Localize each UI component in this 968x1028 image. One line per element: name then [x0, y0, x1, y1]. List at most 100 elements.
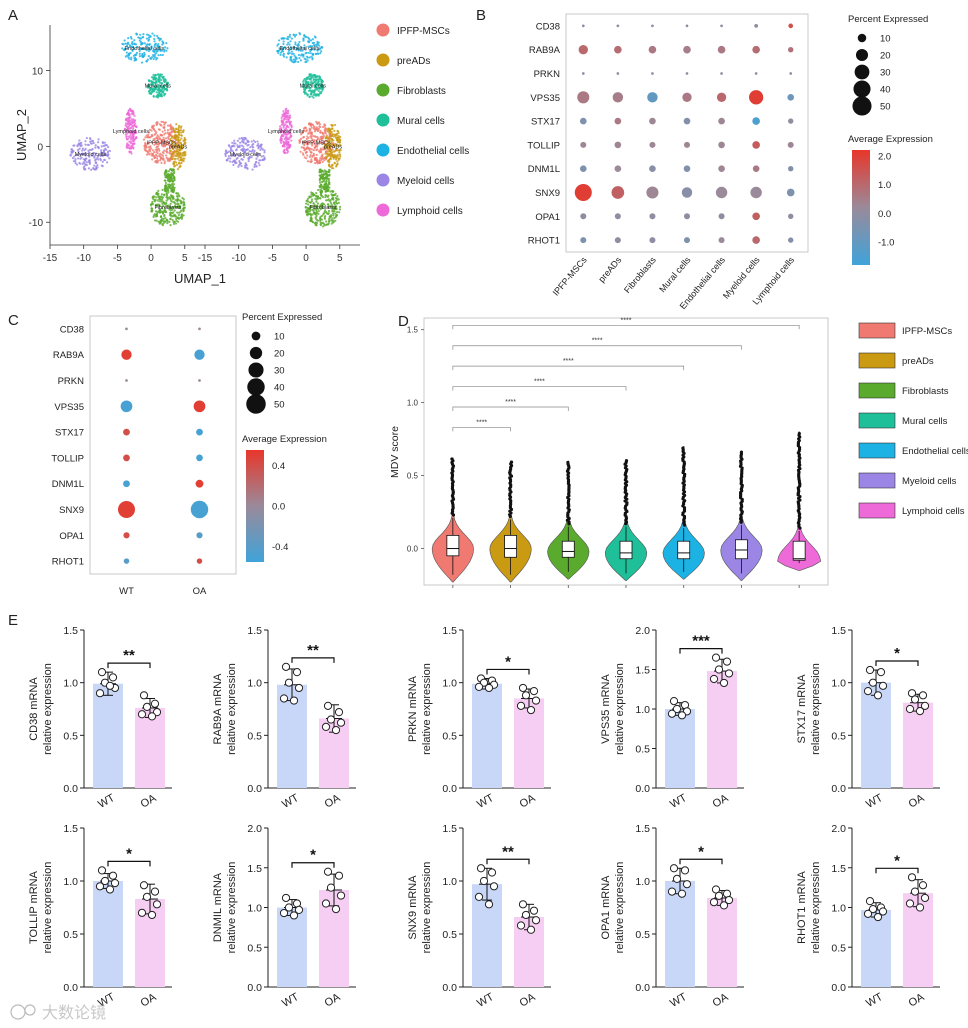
- umap-cell-point: [296, 60, 300, 64]
- data-point: [334, 708, 344, 717]
- umap-cell-point: [308, 149, 311, 152]
- umap-cell-point: [153, 51, 156, 54]
- umap-cell-point: [149, 35, 152, 38]
- umap-cell-point: [326, 177, 330, 180]
- umap-cell-point: [161, 40, 164, 43]
- umap-cell-point: [171, 206, 174, 209]
- umap-cell-point: [164, 203, 167, 206]
- umap-cell-point: [256, 140, 259, 143]
- umap-cell-point: [316, 135, 319, 139]
- y-axis-title: RHOT1 mRNA: [796, 870, 808, 943]
- umap-cell-point: [316, 162, 319, 165]
- umap-cell-point: [146, 45, 149, 48]
- data-point: [915, 903, 925, 912]
- umap-cell-point: [93, 152, 96, 155]
- data-point: [326, 883, 336, 892]
- umap-cell-point: [149, 57, 153, 61]
- umap-cell-point: [336, 136, 340, 139]
- umap-cell-point: [170, 156, 173, 159]
- umap-cell-point: [87, 151, 91, 154]
- umap-cell-point: [330, 222, 333, 225]
- umap-cell-point: [175, 163, 179, 166]
- x-tick-label: -5: [113, 253, 122, 264]
- dot-mark: [580, 141, 587, 148]
- umap-cell-point: [105, 161, 109, 164]
- umap-cell-point: [162, 126, 165, 129]
- umap-cell-point: [324, 194, 327, 197]
- umap-cell-point: [160, 124, 163, 127]
- dot-mark: [720, 72, 723, 75]
- umap-cell-point: [308, 131, 311, 134]
- umap-cell-point: [70, 148, 73, 151]
- umap-cell-point: [154, 210, 158, 213]
- gene-label: CD38: [60, 324, 84, 335]
- umap-cell-point: [311, 57, 314, 60]
- umap-cell-point: [161, 204, 165, 208]
- umap-cell-point: [130, 136, 133, 140]
- legend-label: Fibroblasts: [397, 86, 446, 97]
- umap-cell-point: [145, 37, 149, 40]
- data-point: [474, 682, 484, 691]
- umap-cell-point: [161, 82, 164, 85]
- umap-cell-point: [233, 145, 236, 148]
- umap-cell-point: [156, 73, 160, 76]
- data-point: [677, 711, 687, 720]
- dot-mark: [123, 532, 130, 539]
- dot-mark: [720, 24, 723, 28]
- umap-cell-point: [285, 118, 288, 121]
- umap-cell-point: [159, 84, 163, 87]
- umap-cell-point: [128, 116, 131, 119]
- data-point: [279, 908, 289, 918]
- umap-cell-point: [90, 168, 93, 171]
- colorbar-tick-label: -0.4: [272, 542, 288, 553]
- size-legend-dot: [853, 80, 871, 98]
- umap-cell-point: [318, 216, 322, 220]
- umap-cell-point: [288, 43, 291, 46]
- data-point: [108, 673, 118, 682]
- umap-cell-point: [251, 168, 254, 171]
- umap-cell-point: [160, 92, 163, 96]
- dot-mark: [752, 165, 760, 173]
- umap-cell-point: [139, 33, 142, 36]
- umap-cell-point: [138, 49, 141, 53]
- umap-cell-point: [129, 123, 132, 126]
- umap-cell-point: [300, 46, 303, 49]
- umap-cell-point: [169, 218, 172, 221]
- umap-cell-point: [151, 154, 154, 157]
- umap-cell-point: [301, 53, 304, 56]
- umap-cell-point: [171, 218, 174, 222]
- umap-cell-point: [165, 194, 169, 197]
- umap-cell-point: [160, 120, 163, 123]
- dot-mark: [612, 92, 624, 103]
- umap-cell-point: [128, 140, 131, 143]
- umap-cell-point: [281, 48, 284, 51]
- umap-cell-point: [163, 123, 166, 126]
- umap-cell-point: [317, 93, 320, 96]
- umap-cell-point: [285, 115, 288, 118]
- umap-cell-point: [154, 219, 157, 222]
- umap-cell-point: [166, 85, 169, 89]
- umap-cell-point: [238, 164, 241, 167]
- umap-cell-point: [332, 135, 335, 138]
- bar-wt: [861, 909, 891, 987]
- umap-cell-point: [170, 171, 173, 175]
- umap-cell-point: [180, 134, 183, 137]
- umap-cell-point: [84, 140, 87, 143]
- umap-cell-point: [334, 219, 337, 222]
- umap-cell-point: [304, 48, 307, 51]
- umap-cell-point: [174, 203, 177, 206]
- y-tick-label: 0.5: [831, 942, 846, 954]
- panel-label-d: D: [398, 313, 409, 330]
- umap-cell-point: [335, 214, 338, 217]
- y-tick-label: 2.0: [247, 823, 262, 835]
- size-legend-title: Percent Expressed: [848, 14, 928, 25]
- colorbar-tick-label: 0.4: [272, 461, 285, 472]
- umap-cell-point: [152, 81, 155, 85]
- umap-cell-point: [135, 125, 138, 128]
- x-tick-label: OA: [323, 991, 343, 1010]
- umap-cell-point: [165, 175, 168, 178]
- umap-cell-point: [162, 157, 165, 161]
- x-tick-label: OA: [711, 991, 731, 1010]
- umap-cell-point: [292, 45, 296, 49]
- umap-cell-point: [280, 116, 283, 119]
